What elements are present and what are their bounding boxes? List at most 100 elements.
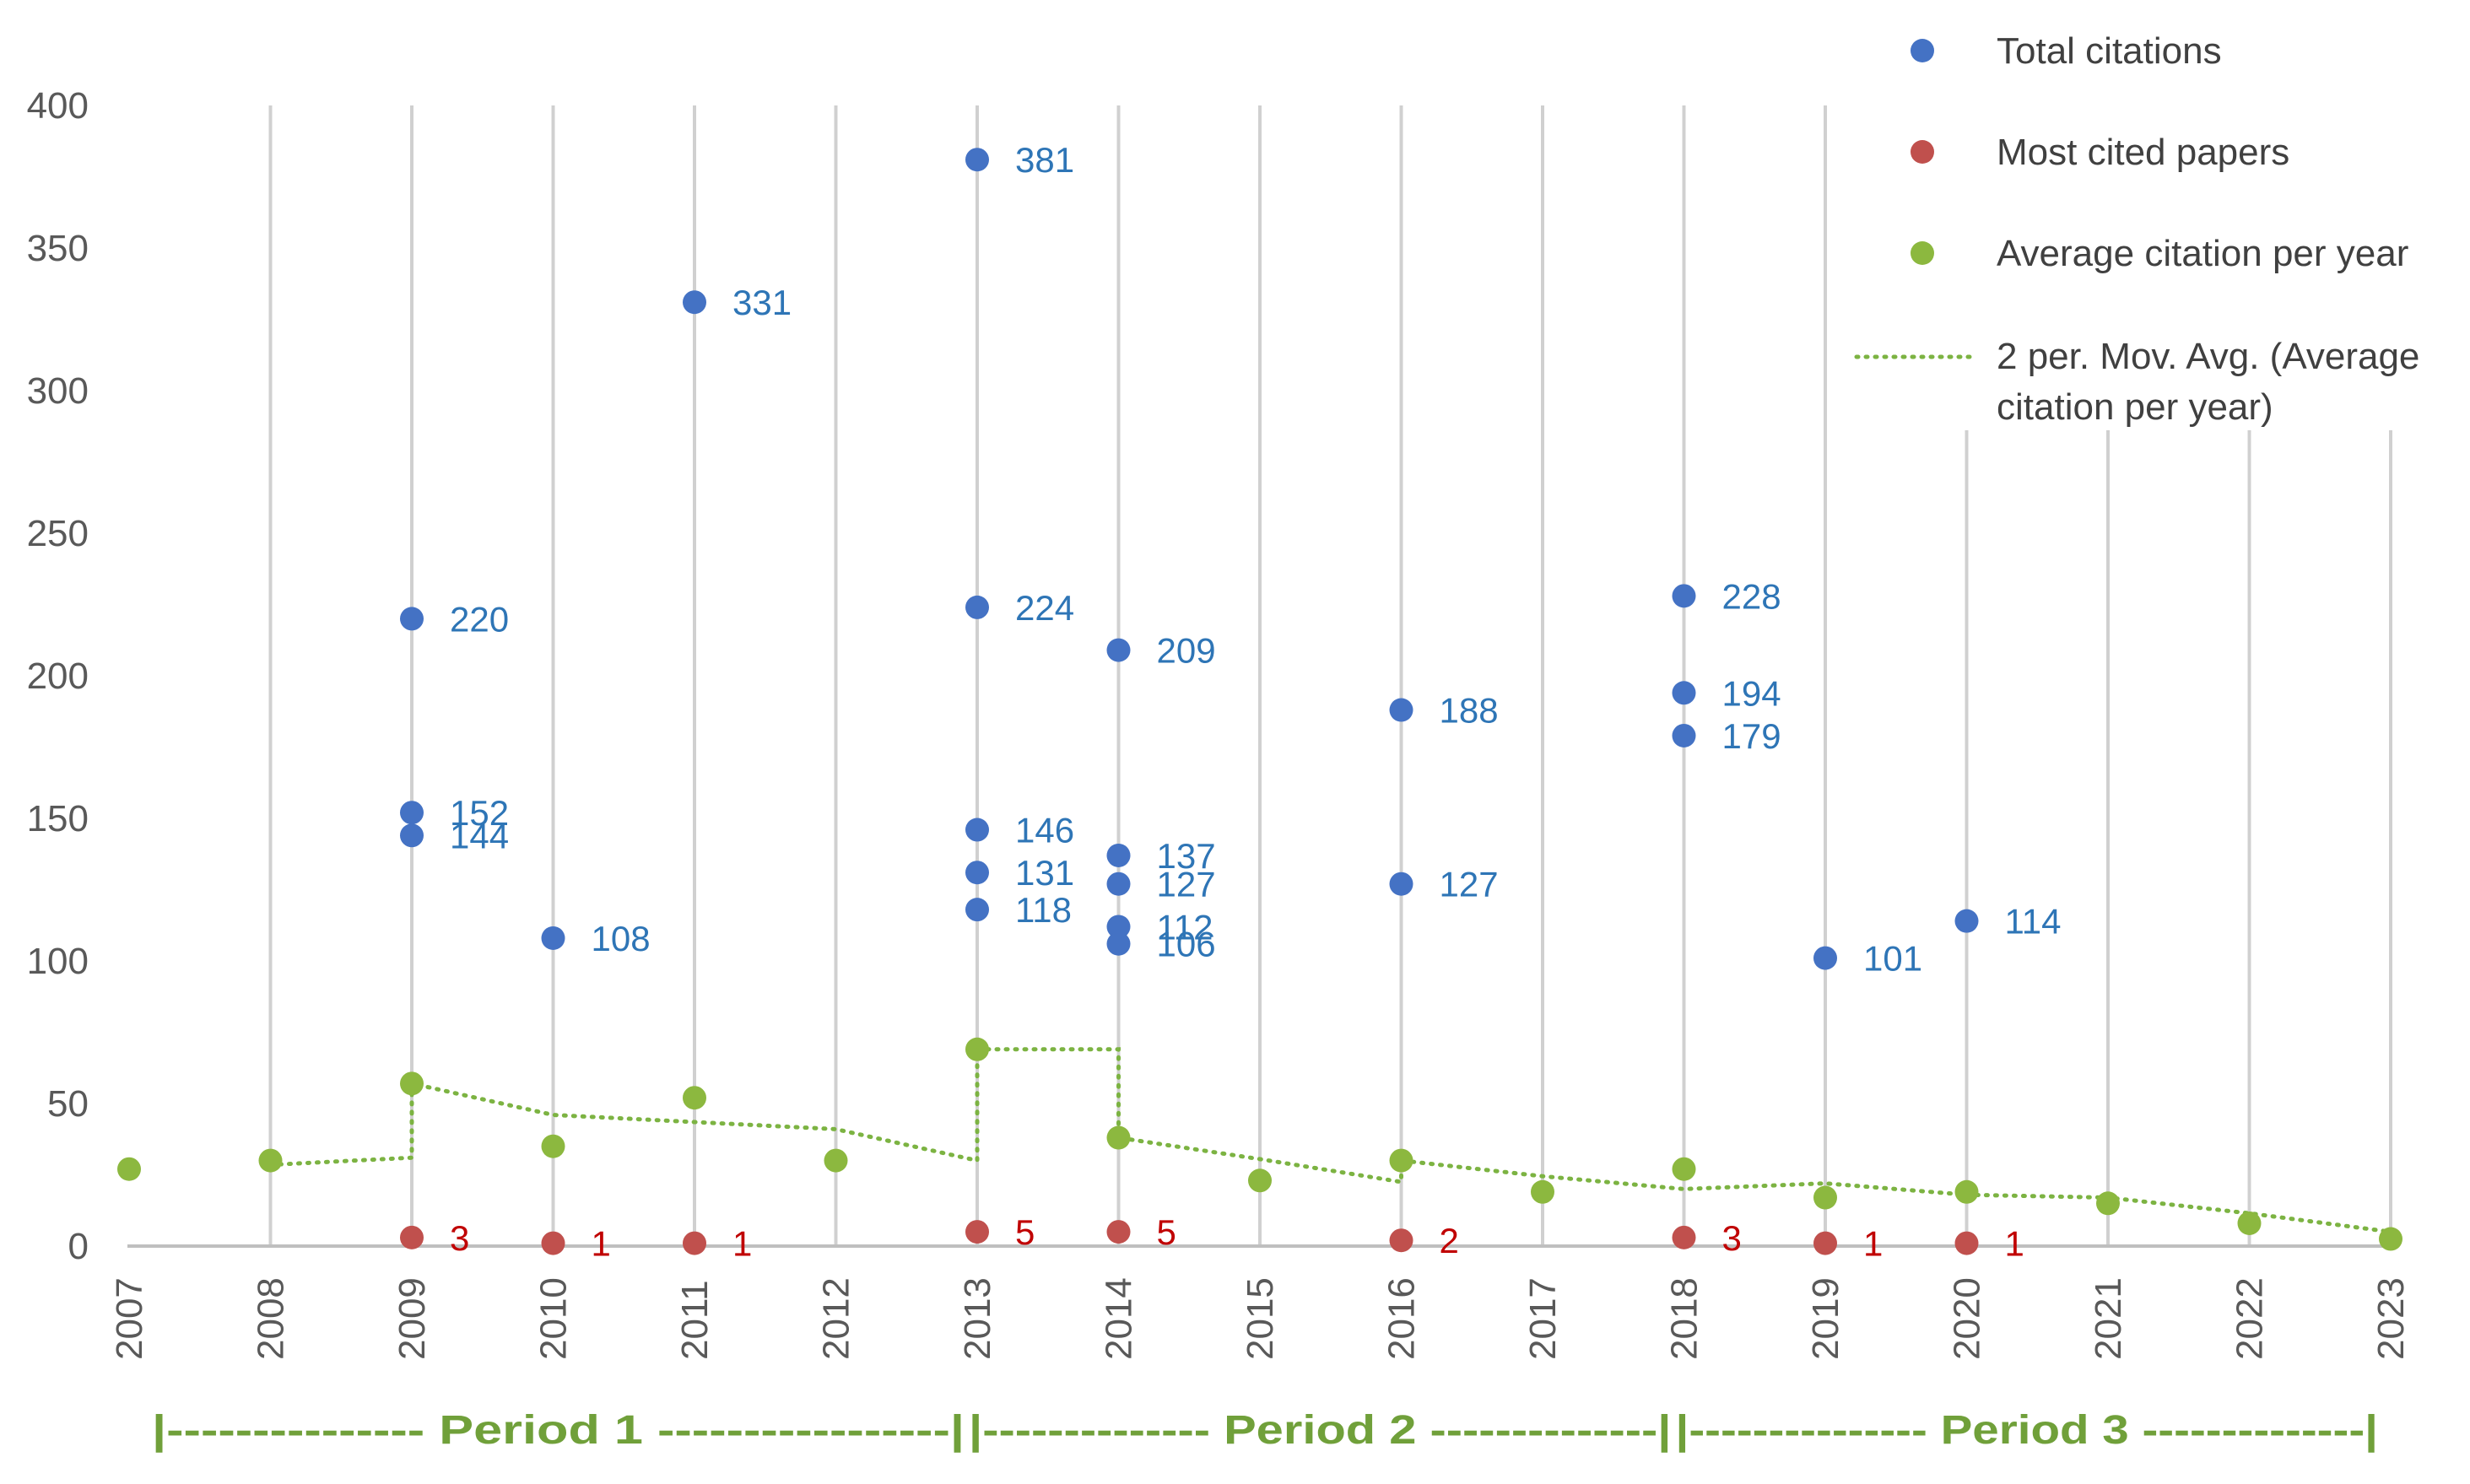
legend-label-total: Total citations [1997, 30, 2222, 72]
most-cited-point-2018 [1672, 1225, 1696, 1249]
total-citation-label-2016-188: 188 [1440, 691, 1499, 731]
total-citation-point-2014-137 [1106, 843, 1131, 867]
y-tick-label-100: 100 [27, 941, 89, 982]
avg-citation-point-2023 [2379, 1227, 2402, 1251]
avg-citation-point-2007 [117, 1157, 141, 1181]
most-cited-point-2020 [1954, 1231, 1979, 1255]
most-cited-point-2013 [965, 1220, 989, 1244]
total-citation-label-2014-106: 106 [1157, 925, 1216, 964]
total-citation-point-2009-152 [400, 801, 424, 825]
avg-citation-point-2021 [2096, 1191, 2120, 1216]
x-tick-label-2011: 2011 [674, 1280, 716, 1360]
total-citation-label-2010-108: 108 [592, 919, 651, 958]
legend-label-avg: Average citation per year [1997, 233, 2408, 274]
total-citation-label-2014-112: 112 [1157, 907, 1213, 947]
x-tick-label-2013: 2013 [957, 1277, 998, 1360]
total-citation-label-2009-220: 220 [450, 599, 509, 639]
total-citation-point-2013-381 [965, 148, 989, 172]
x-tick-label-2017: 2017 [1522, 1277, 1564, 1360]
total-citation-point-2009-144 [400, 823, 424, 848]
x-tick-label-2008: 2008 [251, 1277, 292, 1360]
x-tick-label-2009: 2009 [392, 1277, 433, 1360]
total-citation-label-2020-114: 114 [2005, 902, 2062, 942]
avg-citation-point-2008 [258, 1148, 283, 1173]
most-cited-point-2019 [1813, 1231, 1837, 1255]
total-citation-point-2009-220 [400, 607, 424, 631]
moving-average-trendline [268, 1047, 2393, 1234]
total-citation-point-2013-224 [965, 595, 989, 619]
x-tick-label-2015: 2015 [1240, 1277, 1281, 1360]
total-citation-label-2014-137: 137 [1157, 836, 1216, 876]
total-citation-label-2014-127: 127 [1157, 865, 1216, 904]
y-tick-label-250: 250 [27, 513, 89, 554]
total-citation-label-2018-179: 179 [1722, 716, 1781, 756]
total-citation-label-2013-118: 118 [1015, 890, 1072, 930]
total-citation-label-2009-144: 144 [450, 816, 509, 855]
avg-citation-point-2013 [965, 1037, 989, 1061]
most-cited-label-2014: 5 [1157, 1212, 1176, 1252]
points-layer [117, 148, 2402, 1255]
total-citation-label-2013-381: 381 [1015, 140, 1074, 180]
avg-citation-point-2016 [1389, 1148, 1413, 1173]
legend-background [1852, 0, 2470, 430]
trend-layer [268, 1047, 2393, 1234]
period-label-3: |--------------- Period 3 --------------… [1676, 1408, 2379, 1453]
legend-label-trend-line1: 2 per. Mov. Avg. (Average [1997, 336, 2419, 377]
avg-citation-point-2020 [1954, 1179, 1979, 1204]
x-tick-label-2023: 2023 [2370, 1277, 2412, 1360]
total-citation-point-2016-188 [1389, 698, 1413, 722]
legend-marker-total [1911, 39, 1934, 62]
x-tick-label-2022: 2022 [2229, 1277, 2271, 1360]
most-cited-label-2018: 3 [1722, 1218, 1742, 1258]
total-citation-label-2014-209: 209 [1157, 631, 1216, 671]
avg-citation-point-2017 [1531, 1179, 1554, 1204]
most-cited-label-2009: 3 [450, 1218, 469, 1258]
avg-citation-point-2011 [683, 1086, 706, 1110]
period-label-1: |--------------- Period 1 --------------… [152, 1408, 965, 1453]
total-citation-point-2013-146 [965, 818, 989, 842]
legend: Total citations Most cited papers Average … [1852, 0, 2470, 430]
axis-layer: 0 50 100 150 200 250 300 350 400 2007 2008 2009 2010… [27, 85, 2412, 1360]
avg-citation-point-2012 [824, 1148, 848, 1173]
x-tick-label-2021: 2021 [2088, 1277, 2129, 1360]
total-citation-point-2011-331 [683, 290, 706, 315]
avg-citation-point-2018 [1672, 1157, 1696, 1181]
total-citation-label-2018-194: 194 [1722, 673, 1781, 713]
total-citation-label-2011-331: 331 [732, 283, 792, 322]
y-tick-label-150: 150 [27, 798, 89, 839]
most-cited-label-2011: 1 [732, 1224, 752, 1264]
total-citation-point-2016-127 [1389, 872, 1413, 896]
total-citation-point-2014-127 [1106, 872, 1131, 896]
most-cited-label-2010: 1 [592, 1224, 611, 1264]
total-citation-label-2016-127: 127 [1440, 865, 1499, 904]
total-citation-label-2013-131: 131 [1015, 853, 1074, 893]
total-citation-label-2009-152: 152 [450, 793, 509, 833]
total-citation-point-2018-228 [1672, 584, 1696, 608]
total-citation-point-2010-108 [541, 925, 565, 950]
most-cited-label-2020: 1 [2005, 1224, 2024, 1264]
period-label-2: |-------------- Period 2 --------------| [969, 1408, 1672, 1453]
total-citation-point-2018-179 [1672, 723, 1696, 747]
y-tick-label-400: 400 [27, 85, 89, 127]
avg-citation-point-2009 [400, 1071, 424, 1096]
legend-label-trend-line2: citation per year) [1997, 386, 2273, 428]
total-citation-label-2019-101: 101 [1863, 939, 1922, 979]
legend-marker-most [1911, 140, 1934, 164]
total-citation-point-2018-194 [1672, 681, 1696, 705]
period-bands: |--------------- Period 1 --------------… [152, 1408, 2378, 1453]
most-cited-label-2013: 5 [1015, 1212, 1035, 1252]
most-cited-point-2009 [400, 1225, 424, 1249]
total-citation-point-2014-106 [1106, 931, 1131, 956]
most-cited-label-2019: 1 [1863, 1224, 1883, 1264]
avg-citation-point-2022 [2237, 1211, 2262, 1235]
total-citation-point-2019-101 [1813, 946, 1837, 970]
x-tick-label-2018: 2018 [1664, 1277, 1705, 1360]
y-tick-label-50: 50 [47, 1083, 89, 1125]
x-tick-label-2019: 2019 [1805, 1277, 1846, 1360]
legend-label-most: Most cited papers [1997, 132, 2289, 173]
y-tick-label-0: 0 [68, 1226, 89, 1267]
most-cited-point-2011 [683, 1231, 706, 1255]
legend-marker-avg [1911, 241, 1934, 265]
